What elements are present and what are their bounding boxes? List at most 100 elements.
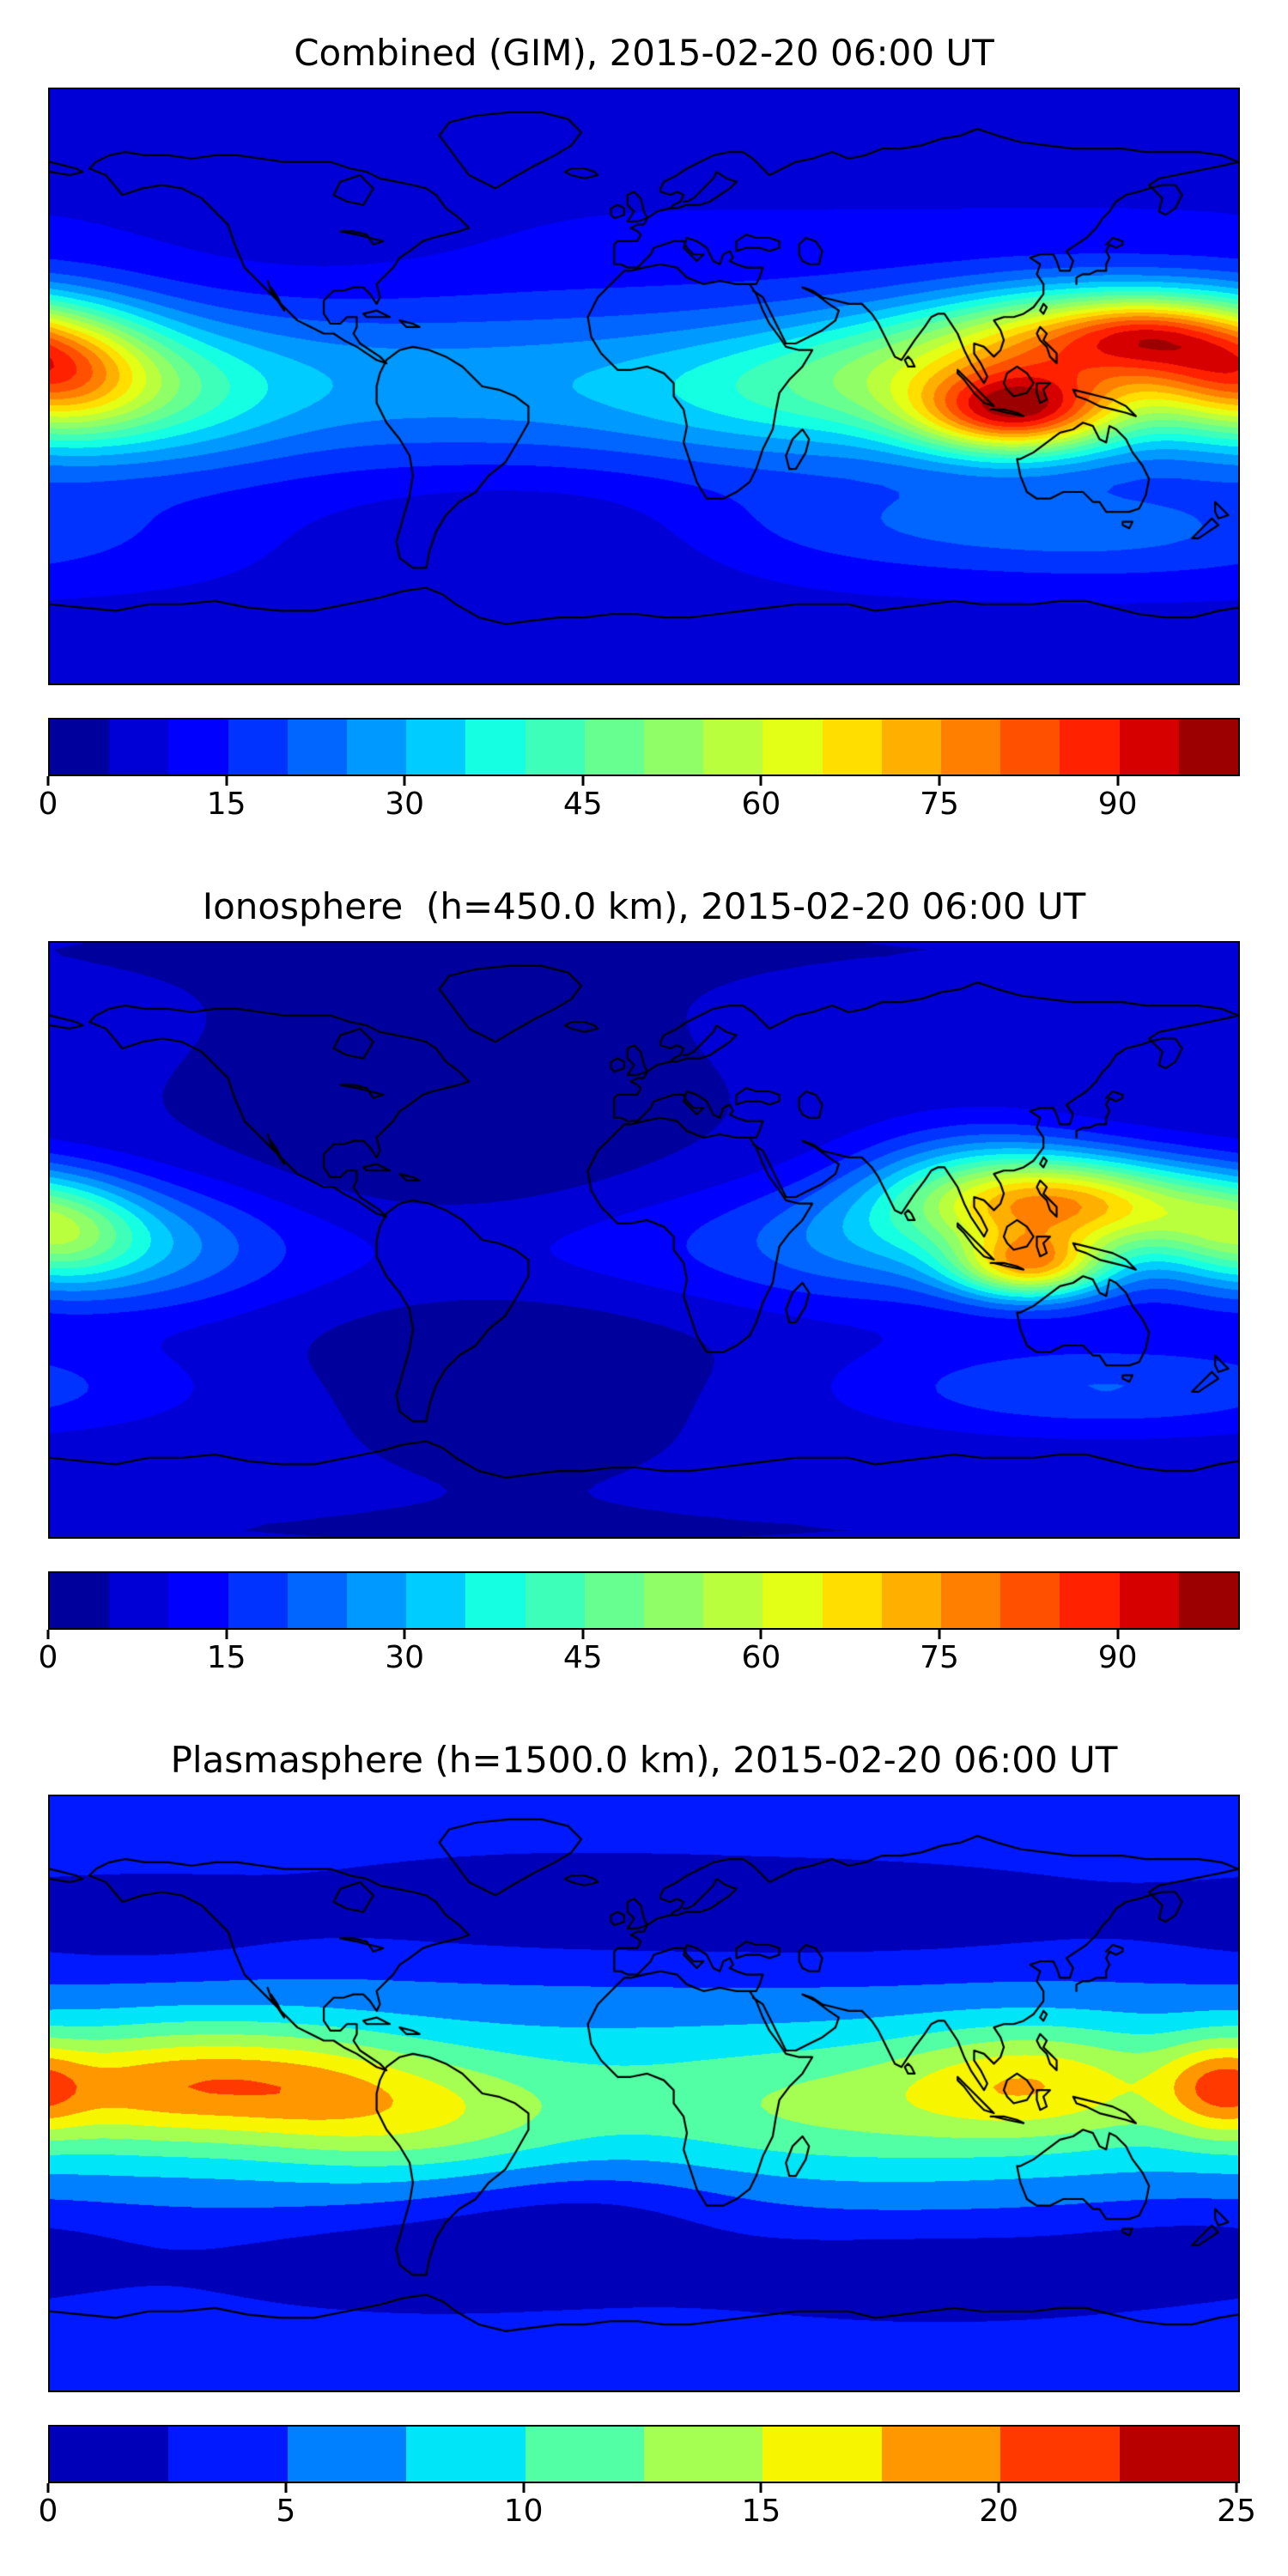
colorbar-segment xyxy=(1060,720,1120,775)
chart-title-plasmasphere: Plasmasphere (h=1500.0 km), 2015-02-20 0… xyxy=(170,1739,1118,1781)
colorbar-tick xyxy=(759,2483,762,2493)
colorbar-tick-label: 0 xyxy=(38,2494,58,2529)
colorbar-tick-label: 0 xyxy=(38,1640,58,1675)
colorbar-segment xyxy=(881,720,942,775)
colorbar-tick xyxy=(46,776,50,786)
colorbar-segment xyxy=(703,720,763,775)
colorbar-tick-label: 60 xyxy=(741,787,781,822)
colorbar-tick xyxy=(938,1630,941,1639)
map-canvas-plasmasphere xyxy=(50,1796,1238,2391)
colorbar-ticks-combined: 0 15 30 45 60 75 90 xyxy=(39,776,1236,824)
colorbar-segment xyxy=(1178,720,1239,775)
colorbar-combined xyxy=(48,718,1240,776)
colorbar-tick-label: 10 xyxy=(503,2494,544,2529)
colorbar-tick xyxy=(403,1630,406,1639)
colorbar-tick-label: 60 xyxy=(741,1640,781,1675)
colorbar-segment xyxy=(584,1573,645,1628)
colorbar-segment xyxy=(347,1573,407,1628)
colorbar-tick xyxy=(1116,1630,1120,1639)
colorbar-segment xyxy=(228,720,288,775)
map-ionosphere xyxy=(48,941,1240,1539)
colorbar-tick-label: 0 xyxy=(38,787,58,822)
colorbar-tick-label: 45 xyxy=(562,1640,603,1675)
colorbar-tick xyxy=(1116,776,1120,786)
colorbar-segment xyxy=(881,1573,942,1628)
colorbar-tick xyxy=(997,2483,1000,2493)
colorbar-segment xyxy=(1000,720,1060,775)
colorbar-segment xyxy=(465,1573,526,1628)
colorbar-segment xyxy=(50,1573,110,1628)
colorbar-tick xyxy=(1235,2483,1238,2493)
colorbar-ionosphere xyxy=(48,1571,1240,1630)
colorbar-segment xyxy=(644,2427,763,2482)
colorbar-ticks-ionosphere: 0 15 30 45 60 75 90 xyxy=(39,1630,1236,1678)
colorbar-tick xyxy=(581,1630,585,1639)
colorbar-segment xyxy=(347,720,407,775)
colorbar-segment xyxy=(50,2427,169,2482)
colorbar-segment xyxy=(584,720,645,775)
chart-title-ionosphere: Ionosphere (h=450.0 km), 2015-02-20 06:0… xyxy=(202,885,1086,927)
colorbar-tick-label: 15 xyxy=(206,1640,246,1675)
colorbar-segment xyxy=(109,1573,169,1628)
colorbar-plasmasphere xyxy=(48,2425,1240,2483)
colorbar-tick-label: 75 xyxy=(920,787,959,822)
colorbar-segment xyxy=(703,1573,763,1628)
colorbar-segment xyxy=(1178,1573,1239,1628)
colorbar-segment xyxy=(1060,1573,1120,1628)
colorbar-tick-label: 30 xyxy=(385,787,425,822)
colorbar-tick xyxy=(284,2483,288,2493)
map-canvas-combined xyxy=(50,89,1238,683)
colorbar-tick xyxy=(759,1630,762,1639)
colorbar-segment xyxy=(1000,2427,1120,2482)
colorbar-tick xyxy=(581,776,585,786)
map-canvas-ionosphere xyxy=(50,943,1238,1537)
colorbar-segment xyxy=(287,2427,407,2482)
colorbar-tick-label: 25 xyxy=(1217,2494,1256,2529)
colorbar-segment xyxy=(762,2427,882,2482)
chart-title-combined: Combined (GIM), 2015-02-20 06:00 UT xyxy=(294,32,994,74)
colorbar-segment xyxy=(168,2427,288,2482)
colorbar-tick xyxy=(403,776,406,786)
colorbar-segment xyxy=(822,1573,882,1628)
colorbar-segment xyxy=(50,720,110,775)
panel-combined-gim: Combined (GIM), 2015-02-20 06:00 UT 0 15 3… xyxy=(39,0,1240,824)
colorbar-segment xyxy=(941,1573,1001,1628)
map-plasmasphere xyxy=(48,1795,1240,2392)
colorbar-tick-label: 20 xyxy=(979,2494,1019,2529)
colorbar-segment xyxy=(287,720,348,775)
panel-ionosphere: Ionosphere (h=450.0 km), 2015-02-20 06:0… xyxy=(39,824,1240,1678)
colorbar-tick xyxy=(46,2483,50,2493)
colorbar-segment xyxy=(168,720,228,775)
colorbar-segment xyxy=(644,720,704,775)
colorbar-tick-label: 5 xyxy=(276,2494,296,2529)
colorbar-segment xyxy=(1000,1573,1060,1628)
colorbar-tick-label: 45 xyxy=(562,787,603,822)
colorbar-segment xyxy=(525,720,585,775)
colorbar-tick xyxy=(46,1630,50,1639)
colorbar-segment xyxy=(881,2427,1001,2482)
colorbar-segment xyxy=(465,720,526,775)
colorbar-tick xyxy=(938,776,941,786)
colorbar-segment xyxy=(406,1573,466,1628)
colorbar-segment xyxy=(822,720,882,775)
colorbar-tick-label: 30 xyxy=(385,1640,425,1675)
colorbar-segment xyxy=(228,1573,288,1628)
colorbar-segment xyxy=(168,1573,228,1628)
panel-plasmasphere: Plasmasphere (h=1500.0 km), 2015-02-20 0… xyxy=(39,1678,1256,2531)
colorbar-segment xyxy=(941,720,1001,775)
colorbar-segment xyxy=(109,720,169,775)
colorbar-segment xyxy=(525,2427,645,2482)
map-combined xyxy=(48,88,1240,685)
colorbar-tick xyxy=(225,1630,228,1639)
colorbar-tick-label: 90 xyxy=(1097,787,1138,822)
colorbar-tick-label: 90 xyxy=(1097,1640,1138,1675)
colorbar-segment xyxy=(406,2427,526,2482)
colorbar-tick xyxy=(225,776,228,786)
colorbar-segment xyxy=(525,1573,585,1628)
colorbar-segment xyxy=(287,1573,348,1628)
colorbar-tick-label: 75 xyxy=(920,1640,959,1675)
colorbar-tick xyxy=(759,776,762,786)
colorbar-segment xyxy=(762,1573,823,1628)
colorbar-tick-label: 15 xyxy=(741,2494,781,2529)
